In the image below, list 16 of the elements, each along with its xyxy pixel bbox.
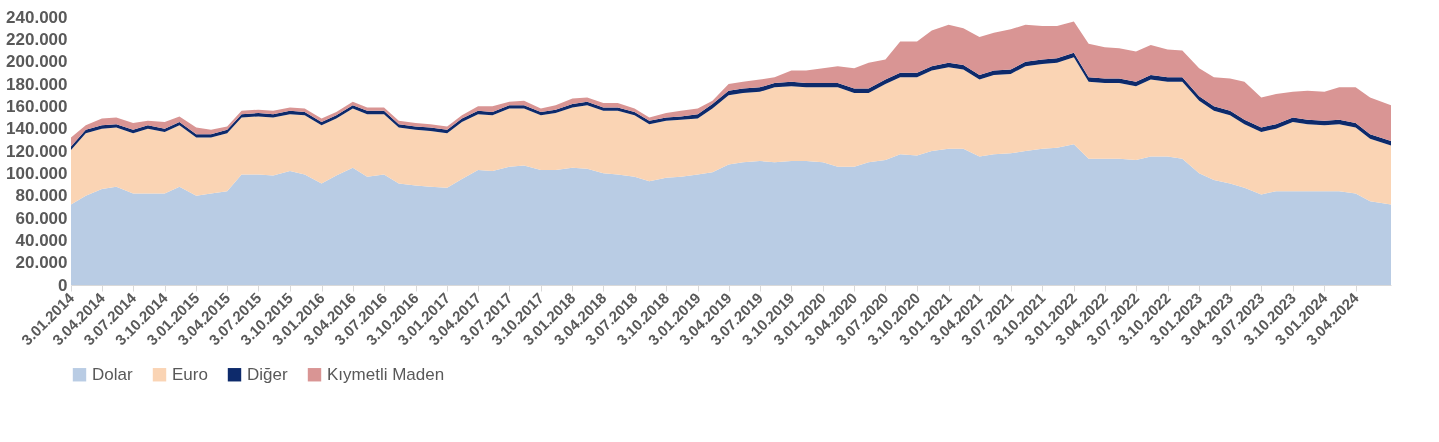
y-tick-label: 140.000 bbox=[6, 119, 68, 139]
y-tick-label: 100.000 bbox=[6, 163, 68, 183]
y-tick-label: 60.000 bbox=[15, 208, 68, 228]
y-tick-label: 180.000 bbox=[6, 74, 68, 94]
y-tick-label: 200.000 bbox=[6, 52, 68, 72]
legend-label: Dolar bbox=[92, 364, 133, 384]
legend-label: Euro bbox=[172, 364, 208, 384]
y-tick-label: 40.000 bbox=[15, 230, 68, 250]
legend-label: Diğer bbox=[247, 364, 288, 384]
y-tick-label: 120.000 bbox=[6, 141, 68, 161]
y-tick-label: 80.000 bbox=[15, 186, 68, 206]
y-tick-label: 220.000 bbox=[6, 29, 68, 49]
y-tick-label: 20.000 bbox=[15, 253, 68, 273]
y-tick-label: 240.000 bbox=[6, 7, 68, 27]
legend-label: Kıymetli Maden bbox=[327, 364, 445, 384]
y-tick-label: 160.000 bbox=[6, 96, 68, 116]
